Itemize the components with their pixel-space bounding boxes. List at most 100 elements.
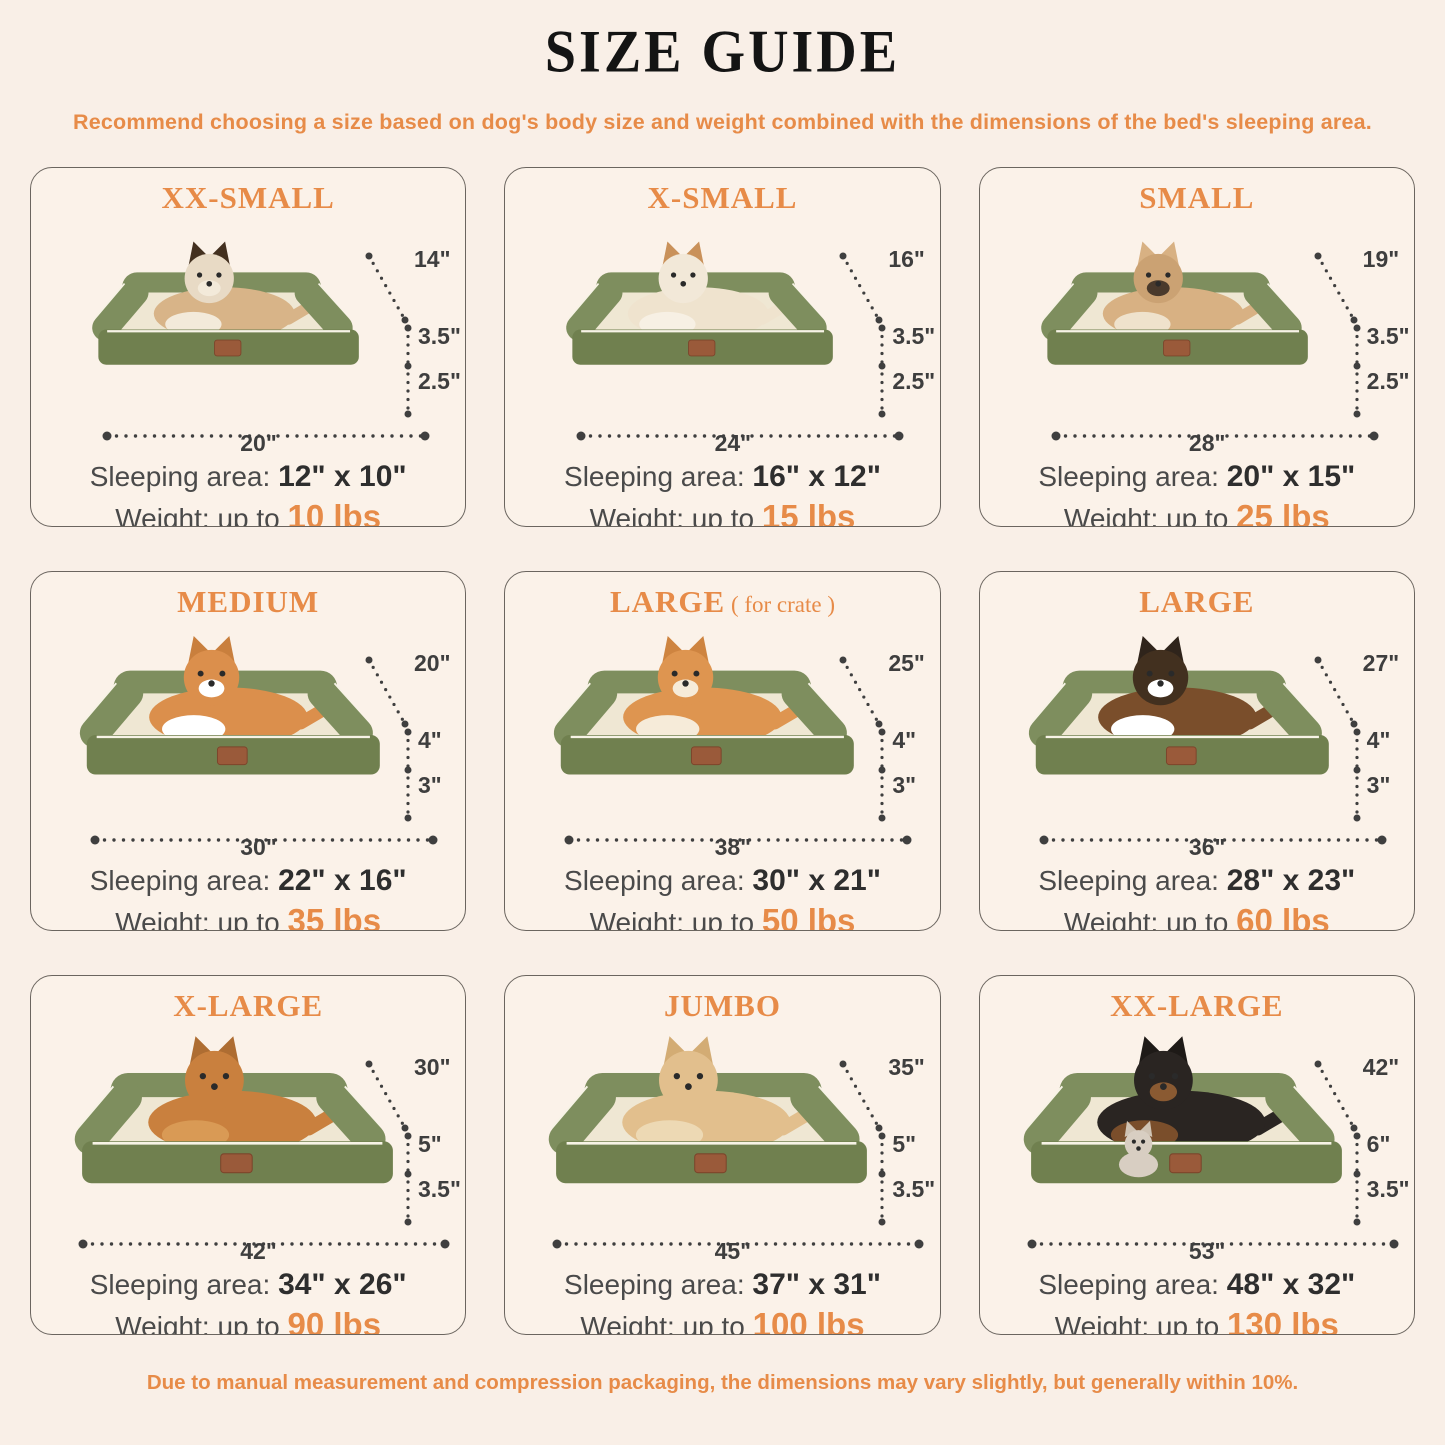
weight-value: 15 lbs <box>761 498 856 527</box>
weight-value: 35 lbs <box>287 902 382 931</box>
sleeping-area-line: Sleeping area: 48" x 32" <box>986 1268 1408 1302</box>
sleeping-area-value: 37" x 31" <box>752 1268 881 1301</box>
measurement-lines <box>1051 252 1379 441</box>
dim-base-height: 3.5" <box>418 1176 461 1202</box>
size-card-large-for-crate: LARGE ( for crate ) 25" 4" 3" 38" Sleepi… <box>504 571 941 931</box>
size-name: XX-SMALL <box>161 180 335 215</box>
weight-label: Weight: up to <box>589 907 755 931</box>
weight-label: Weight: up to <box>1063 503 1229 527</box>
weight-value: 130 lbs <box>1227 1306 1339 1335</box>
sleeping-area-value: 22" x 16" <box>278 864 407 897</box>
size-card-title: LARGE <box>986 584 1408 624</box>
sleeping-area-value: 30" x 21" <box>752 864 881 897</box>
weight-value: 50 lbs <box>761 902 856 931</box>
bed-figure: 42" 6" 3.5" 53" <box>986 1028 1414 1266</box>
header: SIZE GUIDE Recommend choosing a size bas… <box>0 0 1445 135</box>
weight-line: Weight: up to 25 lbs <box>986 498 1408 527</box>
weight-label: Weight: up to <box>1054 1311 1220 1335</box>
bed-figure: 30" 5" 3.5" 42" <box>37 1028 465 1266</box>
measurement-lines <box>102 252 430 441</box>
bed-and-measurements <box>511 1028 924 1249</box>
dim-bolster-height: 4" <box>892 727 917 753</box>
dim-front-width: 20" <box>240 430 277 456</box>
weight-label: Weight: up to <box>115 503 280 527</box>
dim-back-width: 35" <box>888 1054 925 1080</box>
dim-bolster-height: 4" <box>1366 727 1391 753</box>
sleeping-area-label: Sleeping area: <box>564 865 745 896</box>
dim-base-height: 2.5" <box>892 368 936 394</box>
bed-figure: 25" 4" 3" 38" <box>511 624 939 862</box>
weight-value: 100 lbs <box>752 1306 865 1335</box>
sleeping-area-label: Sleeping area: <box>1038 461 1219 492</box>
dim-base-height: 2.5" <box>1366 368 1410 394</box>
sleeping-area-line: Sleeping area: 22" x 16" <box>37 864 459 898</box>
dim-front-width: 53" <box>1188 1238 1226 1264</box>
bed-and-measurements <box>986 624 1387 845</box>
dim-bolster-height: 6" <box>1366 1131 1391 1157</box>
dim-bolster-height: 3.5" <box>1366 323 1410 349</box>
dim-back-width: 27" <box>1362 650 1400 676</box>
dim-back-width: 20" <box>414 650 451 676</box>
weight-line: Weight: up to 100 lbs <box>511 1306 933 1335</box>
size-card-x-large: X-LARGE 30" 5" 3.5" 42" Sleeping area: 3… <box>30 975 467 1335</box>
bed-figure: 16" 3.5" 2.5" 24" <box>511 220 939 458</box>
dim-front-width: 30" <box>240 834 277 860</box>
measurement-lines <box>90 656 438 845</box>
sleeping-area-line: Sleeping area: 12" x 10" <box>37 460 459 494</box>
sleeping-area-value: 34" x 26" <box>278 1268 407 1301</box>
measurement-lines <box>564 656 912 845</box>
bed-and-measurements <box>511 624 912 845</box>
dim-bolster-height: 4" <box>418 727 442 753</box>
size-card-title: X-SMALL <box>511 180 933 220</box>
size-name: LARGE <box>1139 584 1255 619</box>
weight-line: Weight: up to 130 lbs <box>986 1306 1408 1335</box>
bed-figure: 14" 3.5" 2.5" 20" <box>37 220 465 458</box>
measurement-lines <box>576 252 904 441</box>
sleeping-area-label: Sleeping area: <box>1038 1269 1219 1300</box>
sleeping-area-line: Sleeping area: 20" x 15" <box>986 460 1408 494</box>
measurement-lines <box>78 1060 450 1249</box>
dim-front-width: 42" <box>240 1238 277 1264</box>
size-card-xx-large: XX-LARGE 42" 6" 3.5" 53" Sleeping area: … <box>978 975 1415 1335</box>
measurement-lines <box>1039 656 1387 845</box>
bed-and-measurements <box>37 220 430 441</box>
size-name: X-LARGE <box>173 988 324 1023</box>
dim-bolster-height: 5" <box>418 1131 442 1157</box>
dim-front-width: 28" <box>1188 430 1226 456</box>
weight-label: Weight: up to <box>580 1311 745 1335</box>
dim-front-width: 38" <box>714 834 752 860</box>
bed-and-measurements <box>37 624 438 845</box>
bed-and-measurements <box>37 1028 450 1249</box>
size-card-xx-small: XX-SMALL 14" 3.5" 2.5" 20" Sleeping area… <box>30 167 467 527</box>
dim-back-width: 25" <box>888 650 925 676</box>
sleeping-area-label: Sleeping area: <box>89 1269 271 1300</box>
dim-back-width: 42" <box>1362 1054 1400 1080</box>
sleeping-area-value: 12" x 10" <box>278 460 407 493</box>
bed-figure: 35" 5" 3.5" 45" <box>511 1028 939 1266</box>
size-card-x-small: X-SMALL 16" 3.5" 2.5" 24" Sleeping area:… <box>504 167 941 527</box>
weight-line: Weight: up to 90 lbs <box>37 1306 459 1334</box>
sleeping-area-label: Sleeping area: <box>1038 865 1219 896</box>
bed-figure: 19" 3.5" 2.5" 28" <box>986 220 1414 458</box>
size-name: SMALL <box>1139 180 1255 215</box>
size-name: XX-LARGE <box>1110 988 1284 1023</box>
footer: Due to manual measurement and compressio… <box>0 1371 1445 1395</box>
sleeping-area-label: Sleeping area: <box>89 461 271 492</box>
weight-line: Weight: up to 35 lbs <box>37 902 459 931</box>
dim-base-height: 3.5" <box>1366 1176 1410 1202</box>
sleeping-area-value: 20" x 15" <box>1226 460 1356 493</box>
dim-back-width: 30" <box>414 1054 451 1080</box>
dim-base-height: 3" <box>892 772 917 798</box>
size-name: JUMBO <box>664 988 781 1023</box>
dim-base-height: 2.5" <box>418 368 461 394</box>
dim-bolster-height: 3.5" <box>418 323 461 349</box>
page-subtitle: Recommend choosing a size based on dog's… <box>73 110 1372 134</box>
dim-front-width: 36" <box>1188 834 1226 860</box>
size-name: MEDIUM <box>177 584 320 619</box>
page-title: SIZE GUIDE <box>544 18 901 86</box>
weight-value: 10 lbs <box>287 498 382 527</box>
dim-back-width: 14" <box>414 246 451 272</box>
size-card-title: MEDIUM <box>37 584 459 624</box>
bed-and-measurements <box>986 220 1379 441</box>
bed-and-measurements <box>986 1028 1399 1249</box>
